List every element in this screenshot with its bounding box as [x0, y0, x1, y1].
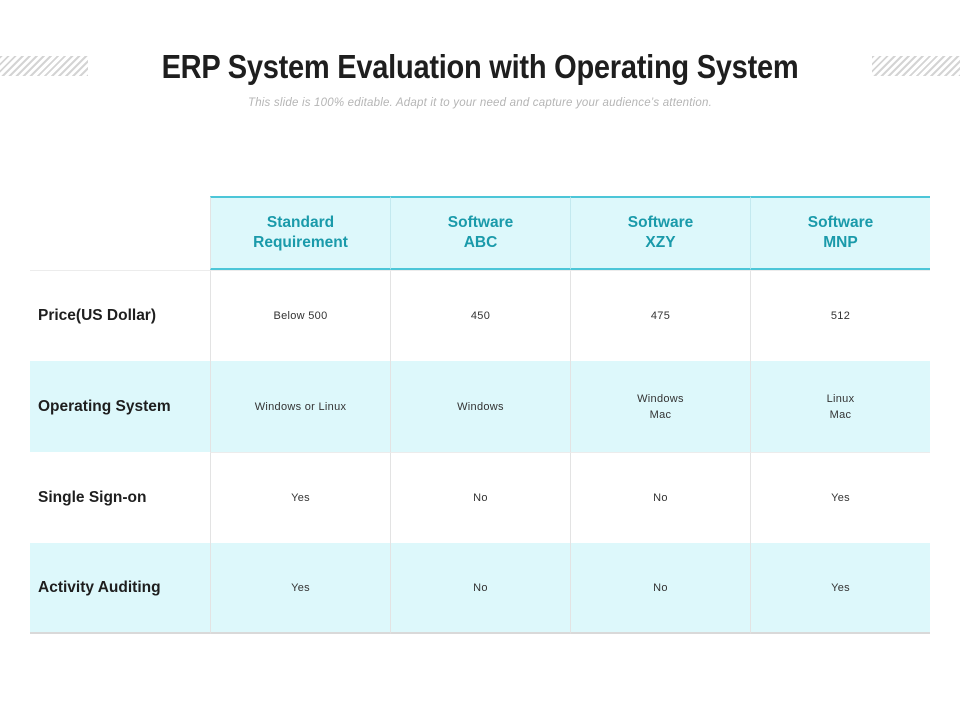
table-corner — [30, 196, 210, 270]
table-cell: Yes — [210, 543, 390, 634]
table-cell: 475 — [570, 270, 750, 361]
cell-value: No — [473, 492, 488, 504]
cell-value: Yes — [291, 581, 310, 594]
cell-value: 475 — [650, 310, 671, 322]
table-cell: No — [390, 452, 570, 543]
row-label-single-sign-on: Single Sign-on — [38, 488, 147, 506]
table-cell: Yes — [210, 452, 390, 543]
column-header-line: Software — [447, 214, 514, 231]
table-cell: No — [390, 543, 570, 634]
row-label-price: Price(US Dollar) — [30, 270, 210, 361]
column-header-software-abc: Software ABC — [390, 196, 570, 270]
decorative-stripe-right — [872, 56, 960, 76]
cell-value: Windows — [457, 400, 504, 413]
column-header-software-xzy: Software XZY — [570, 196, 750, 270]
table-cell: Linux Mac — [750, 361, 930, 452]
cell-value: 450 — [470, 310, 491, 322]
table-cell: Below 500 — [210, 270, 390, 361]
column-header-line: Software — [627, 214, 694, 231]
cell-value: Windows — [637, 392, 684, 405]
cell-value: Yes — [291, 492, 310, 504]
cell-value: Yes — [831, 581, 850, 594]
row-label-operating-system: Operating System — [30, 361, 210, 452]
column-header-line: ABC — [463, 234, 498, 251]
cell-value: Below 500 — [273, 310, 328, 322]
column-header-software-mnp: Software MNP — [750, 196, 930, 270]
table-cell: Yes — [750, 452, 930, 543]
cell-value: Mac — [649, 408, 672, 421]
table-cell: 512 — [750, 270, 930, 361]
table-cell: Yes — [750, 543, 930, 634]
page-subtitle: This slide is 100% editable. Adapt it to… — [247, 97, 713, 109]
cell-value: Linux — [826, 392, 855, 405]
table-cell: No — [570, 543, 750, 634]
cell-value: No — [473, 581, 488, 594]
decorative-stripe-left — [0, 56, 88, 76]
column-header-line: Requirement — [253, 234, 348, 251]
page-title: ERP System Evaluation with Operating Sys… — [161, 48, 799, 85]
cell-value: No — [653, 492, 668, 504]
cell-value: Yes — [831, 492, 850, 504]
cell-value: Windows or Linux — [254, 400, 347, 413]
cell-value: 512 — [830, 310, 851, 322]
column-header-line: Standard — [266, 214, 335, 231]
column-header-line: Software — [807, 214, 874, 231]
cell-value: Mac — [829, 408, 852, 421]
evaluation-table: Standard Requirement Software ABC Softwa… — [30, 196, 930, 634]
table-cell: No — [570, 452, 750, 543]
column-header-line: MNP — [823, 234, 858, 251]
cell-value: No — [653, 581, 668, 594]
table-cell: 450 — [390, 270, 570, 361]
table-cell: Windows — [390, 361, 570, 452]
column-header-line: XZY — [645, 234, 676, 251]
row-label-activity-auditing: Activity Auditing — [30, 543, 210, 634]
table-cell: Windows Mac — [570, 361, 750, 452]
table-cell: Windows or Linux — [210, 361, 390, 452]
column-header-standard-requirement: Standard Requirement — [210, 196, 390, 270]
